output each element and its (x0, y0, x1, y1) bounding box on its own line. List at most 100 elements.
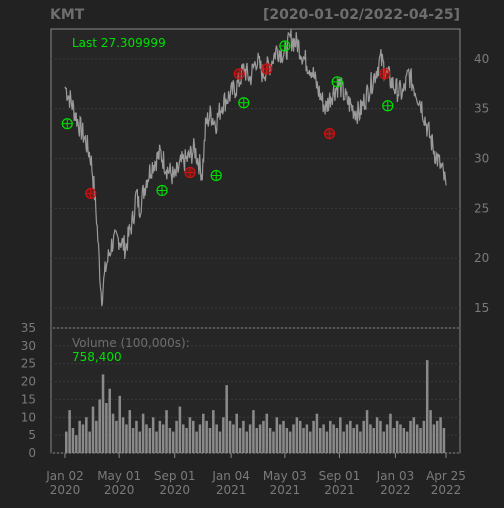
volume-bar (422, 420, 426, 453)
volume-bar (125, 424, 128, 453)
volume-bar (108, 388, 111, 453)
volume-bar (258, 424, 262, 453)
volume-bar (175, 420, 178, 453)
volume-bar (305, 424, 309, 453)
volume-bar (225, 385, 228, 453)
volume-bar (218, 431, 222, 453)
volume-bar (208, 428, 212, 453)
volume-bar (205, 420, 208, 453)
volume-bar (192, 420, 195, 453)
volume-bar (155, 431, 158, 453)
volume-bar (242, 420, 245, 453)
volume-bar (145, 424, 148, 453)
volume-bar (412, 417, 416, 453)
volume-value: 758,400 (72, 350, 122, 364)
volume-bar (232, 424, 235, 453)
volume-bar (75, 435, 78, 453)
volume-bar (98, 399, 101, 453)
volume-bar (252, 410, 255, 453)
volume-bar (292, 424, 295, 453)
volume-tick-label: 35 (21, 321, 36, 335)
volume-bar (198, 424, 202, 453)
volume-bar (432, 424, 436, 453)
date-tick-year: 2021 (324, 483, 355, 497)
volume-bar (298, 420, 302, 453)
buy-signal-marker (382, 100, 394, 112)
buy-signal-marker (238, 97, 250, 109)
price-tick-label: 25 (474, 201, 489, 215)
date-tick-label: Apr 25 (426, 469, 466, 483)
volume-bar (138, 431, 142, 453)
volume-tick-label: 30 (21, 339, 36, 353)
volume-bar (85, 417, 88, 453)
volume-bar (362, 420, 365, 453)
volume-bar (178, 406, 182, 453)
date-tick-year: 2022 (380, 483, 411, 497)
date-tick-label: Jan 02 (45, 469, 84, 483)
signal-markers (61, 40, 394, 200)
volume-bar (392, 428, 396, 453)
volume-bar (81, 424, 85, 453)
volume-bar (212, 410, 215, 453)
date-tick-label: May 01 (97, 469, 141, 483)
volume-bar (399, 424, 402, 453)
volume-bar (425, 360, 429, 453)
sell-signal-marker (261, 63, 273, 75)
volume-bar (302, 428, 305, 453)
volume-bar (419, 428, 422, 453)
volume-bar (415, 424, 419, 453)
volume-bar (161, 424, 165, 453)
volume-bar (382, 431, 386, 453)
volume-tick-label: 10 (21, 410, 36, 424)
volume-bar (312, 420, 315, 453)
date-tick-year: 2020 (159, 483, 190, 497)
volume-bar (121, 417, 125, 453)
volume-bar (322, 424, 325, 453)
volume-bar (188, 417, 192, 453)
volume-bar (435, 420, 439, 453)
volume-bar (372, 428, 376, 453)
volume-bar (118, 395, 122, 453)
volume-bars (65, 360, 446, 453)
price-tick-label: 40 (474, 52, 489, 66)
volume-bar (151, 417, 155, 453)
volume-bar (285, 428, 289, 453)
volume-tick-label: 20 (21, 375, 36, 389)
volume-bar (111, 413, 115, 453)
volume-bar (275, 417, 279, 453)
volume-bar (71, 428, 75, 453)
volume-bar (65, 431, 68, 453)
volume-bar (439, 417, 442, 453)
volume-bar (272, 431, 275, 453)
buy-signal-marker (331, 76, 343, 88)
volume-tick-label: 5 (28, 428, 36, 442)
volume-bar (101, 374, 105, 453)
volume-bar (295, 417, 299, 453)
sell-signal-marker (85, 187, 97, 200)
date-tick-year: 2022 (431, 483, 462, 497)
date-tick-label: Jan 03 (376, 469, 415, 483)
volume-bar (228, 420, 232, 453)
volume-bar (158, 420, 162, 453)
volume-bar (185, 428, 188, 453)
date-tick-label: Jan 04 (211, 469, 250, 483)
volume-bar (385, 424, 389, 453)
volume-bar (248, 424, 252, 453)
price-line (64, 29, 447, 307)
volume-bar (148, 428, 152, 453)
volume-bar (238, 428, 242, 453)
last-price-label: Last 27.309999 (72, 36, 166, 50)
date-tick-label: Sep 01 (154, 469, 196, 483)
buy-signal-marker (210, 169, 222, 182)
volume-bar (308, 431, 312, 453)
volume-bar (405, 431, 409, 453)
volume-bar (68, 410, 71, 453)
buy-signal-marker (61, 118, 73, 130)
volume-bar (335, 428, 339, 453)
price-axis: 15 20 25 30 35 40 (474, 52, 489, 315)
volume-bar (375, 417, 379, 453)
volume-bar (325, 431, 329, 453)
volume-bar (315, 413, 319, 453)
volume-bar (235, 413, 238, 453)
